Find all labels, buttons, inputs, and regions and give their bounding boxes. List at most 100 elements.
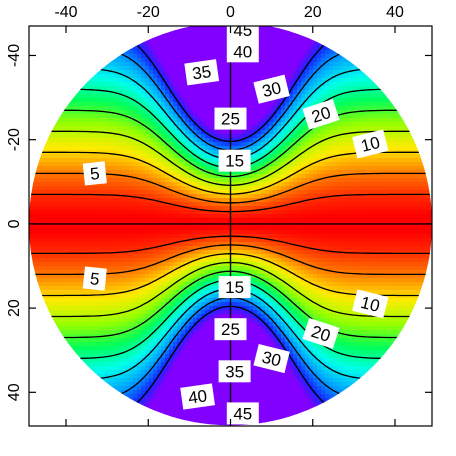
heatmap-cell [289, 66, 294, 71]
heatmap-cell [125, 166, 130, 171]
heatmap-cell [257, 166, 262, 171]
heatmap-cell [341, 98, 346, 103]
heatmap-cell [261, 150, 266, 155]
heatmap-cell [113, 230, 118, 235]
heatmap-cell [269, 26, 274, 31]
heatmap-cell [257, 218, 262, 223]
heatmap-cell [409, 218, 414, 223]
heatmap-cell [229, 70, 234, 75]
heatmap-cell [393, 126, 398, 131]
heatmap-cell [165, 170, 170, 175]
heatmap-cell [277, 70, 282, 75]
heatmap-cell [69, 178, 74, 183]
heatmap-cell [393, 174, 398, 179]
heatmap-cell [413, 202, 418, 207]
heatmap-cell [297, 58, 302, 63]
heatmap-cell [165, 78, 170, 83]
heatmap-cell [205, 194, 210, 199]
heatmap-cell [393, 106, 398, 111]
heatmap-cell [129, 130, 134, 135]
heatmap-cell [365, 114, 370, 119]
heatmap-cell [165, 70, 170, 75]
heatmap-cell [133, 166, 138, 171]
heatmap-cell [53, 174, 58, 179]
heatmap-cell [161, 242, 166, 247]
heatmap-cell [85, 86, 90, 91]
heatmap-cell [205, 130, 210, 135]
heatmap-cell [273, 34, 278, 39]
heatmap-cell [29, 214, 34, 219]
heatmap-cell [189, 254, 194, 259]
heatmap-cell [293, 86, 298, 91]
heatmap-cell [173, 50, 178, 55]
heatmap-cell [137, 174, 142, 179]
heatmap-cell [373, 238, 378, 243]
heatmap-cell [193, 102, 198, 107]
heatmap-cell [57, 218, 62, 223]
heatmap-cell [93, 186, 98, 191]
heatmap-cell [309, 198, 314, 203]
heatmap-cell [89, 138, 94, 143]
heatmap-cell [85, 226, 90, 231]
heatmap-cell [393, 158, 398, 163]
heatmap-cell [293, 106, 298, 111]
heatmap-cell [313, 146, 318, 151]
heatmap-cell [205, 162, 210, 167]
heatmap-cell [373, 102, 378, 107]
heatmap-cell [233, 206, 238, 211]
heatmap-cell [213, 246, 218, 251]
heatmap-cell [389, 210, 394, 215]
heatmap-cell [237, 190, 242, 195]
heatmap-cell [373, 190, 378, 195]
heatmap-cell [265, 154, 270, 159]
heatmap-cell [149, 82, 154, 87]
heatmap-cell [305, 86, 310, 91]
heatmap-cell [185, 50, 190, 55]
heatmap-cell [353, 122, 358, 127]
heatmap-cell [397, 246, 402, 251]
heatmap-cell [173, 242, 178, 247]
heatmap-cell [105, 70, 110, 75]
heatmap-cell [109, 214, 114, 219]
heatmap-cell [149, 78, 154, 83]
heatmap-cell [205, 218, 210, 223]
heatmap-cell [229, 134, 234, 139]
heatmap-cell [133, 198, 138, 203]
heatmap-cell [173, 94, 178, 99]
heatmap-cell [181, 238, 186, 243]
heatmap-cell [237, 142, 242, 147]
heatmap-cell [41, 186, 46, 191]
heatmap-cell [381, 174, 386, 179]
heatmap-cell [289, 150, 294, 155]
heatmap-cell [361, 114, 366, 119]
heatmap-cell [393, 142, 398, 147]
heatmap-cell [161, 74, 166, 79]
heatmap-cell [273, 174, 278, 179]
heatmap-cell [157, 118, 162, 123]
heatmap-cell [377, 230, 382, 235]
heatmap-cell [141, 130, 146, 135]
heatmap-cell [141, 98, 146, 103]
heatmap-cell [205, 146, 210, 151]
heatmap-cell [429, 254, 432, 259]
heatmap-cell [129, 54, 134, 59]
heatmap-cell [185, 30, 190, 35]
heatmap-cell [241, 94, 246, 99]
heatmap-cell [169, 234, 174, 239]
heatmap-cell [385, 134, 390, 139]
heatmap-cell [309, 234, 314, 239]
heatmap-cell [253, 90, 258, 95]
heatmap-cell [245, 134, 250, 139]
heatmap-cell [345, 62, 350, 67]
heatmap-cell [317, 90, 322, 95]
heatmap-cell [141, 202, 146, 207]
heatmap-cell [177, 214, 182, 219]
heatmap-cell [53, 202, 58, 207]
heatmap-cell [185, 186, 190, 191]
heatmap-cell [261, 174, 266, 179]
heatmap-cell [337, 246, 342, 251]
heatmap-cell [205, 230, 210, 235]
heatmap-cell [369, 102, 374, 107]
heatmap-cell [153, 70, 158, 75]
heatmap-cell [189, 190, 194, 195]
